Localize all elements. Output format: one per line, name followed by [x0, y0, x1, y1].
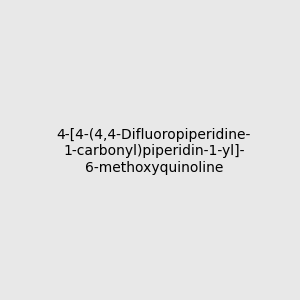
Text: 4-[4-(4,4-Difluoropiperidine-
1-carbonyl)piperidin-1-yl]-
6-methoxyquinoline: 4-[4-(4,4-Difluoropiperidine- 1-carbonyl… [57, 128, 251, 175]
